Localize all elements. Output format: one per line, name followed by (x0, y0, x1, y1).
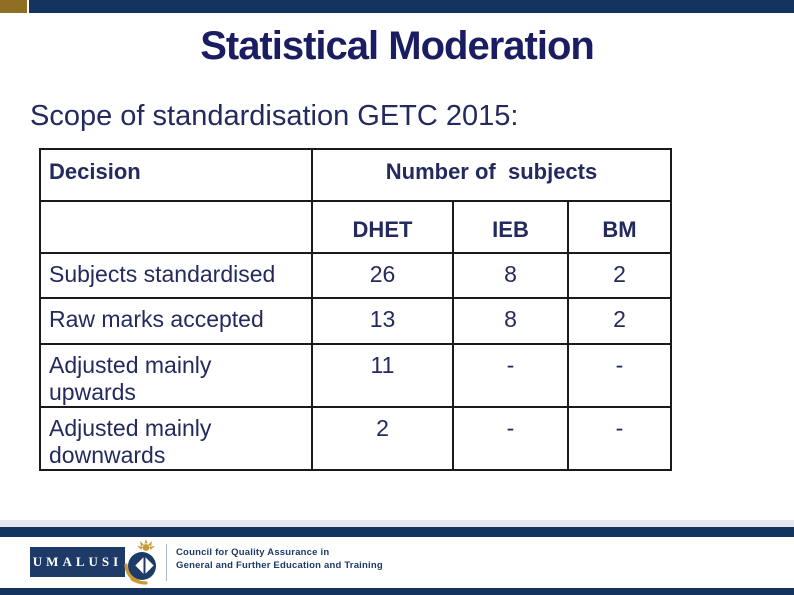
cell-ieb: 8 (452, 252, 569, 299)
table-row-adjusted-mainly-downwards: Adjusted mainly downwards 2 - - (39, 406, 672, 471)
table-row-raw-marks-accepted: Raw marks accepted 13 8 2 (39, 297, 672, 345)
footer-tagline-line2: General and Further Education and Traini… (176, 560, 383, 571)
table-row-subjects-standardised: Subjects standardised 26 8 2 (39, 252, 672, 299)
cell-bm: - (567, 406, 672, 471)
slide-title: Statistical Moderation (200, 24, 595, 68)
slide-subtitle: Scope of standardisation GETC 2015: (30, 100, 519, 132)
header-decision: Decision (39, 148, 313, 202)
header-col-bm: BM (567, 200, 672, 254)
footer-divider-line (166, 544, 167, 581)
footer-light-band (0, 520, 794, 527)
footer-tagline: Council for Quality Assurance in General… (176, 546, 383, 572)
footer-tagline-line1: Council for Quality Assurance in (176, 547, 330, 558)
table-header-row-2: DHET IEB BM (39, 200, 672, 254)
row-label: Raw marks accepted (39, 297, 313, 345)
standardisation-table: Decision Number of subjects DHET IEB BM … (39, 148, 672, 471)
top-left-gold-block (0, 0, 27, 13)
cell-bm: 2 (567, 252, 672, 299)
cell-bm: - (567, 343, 672, 408)
footer-navy-bar-top (0, 527, 794, 537)
row-label: Adjusted mainly upwards (39, 343, 313, 408)
umalusi-emblem-icon (124, 539, 156, 585)
table-header-row-1: Decision Number of subjects (39, 148, 672, 202)
header-number-of-subjects: Number of subjects (311, 148, 672, 202)
cell-dhet: 26 (311, 252, 454, 299)
cell-bm: 2 (567, 297, 672, 345)
cell-ieb: - (452, 343, 569, 408)
header-empty-cell (39, 200, 313, 254)
cell-ieb: - (452, 406, 569, 471)
row-label: Adjusted mainly downwards (39, 406, 313, 471)
footer-navy-bar-bottom (0, 588, 794, 595)
cell-ieb: 8 (452, 297, 569, 345)
table-row-adjusted-mainly-upwards: Adjusted mainly upwards 11 - - (39, 343, 672, 408)
umalusi-logo-box: UMALUSI (30, 547, 125, 577)
header-col-ieb: IEB (452, 200, 569, 254)
cell-dhet: 11 (311, 343, 454, 408)
top-navy-bar (29, 0, 794, 13)
row-label: Subjects standardised (39, 252, 313, 299)
umalusi-logo-text: UMALUSI (32, 554, 123, 569)
cell-dhet: 2 (311, 406, 454, 471)
header-col-dhet: DHET (311, 200, 454, 254)
cell-dhet: 13 (311, 297, 454, 345)
